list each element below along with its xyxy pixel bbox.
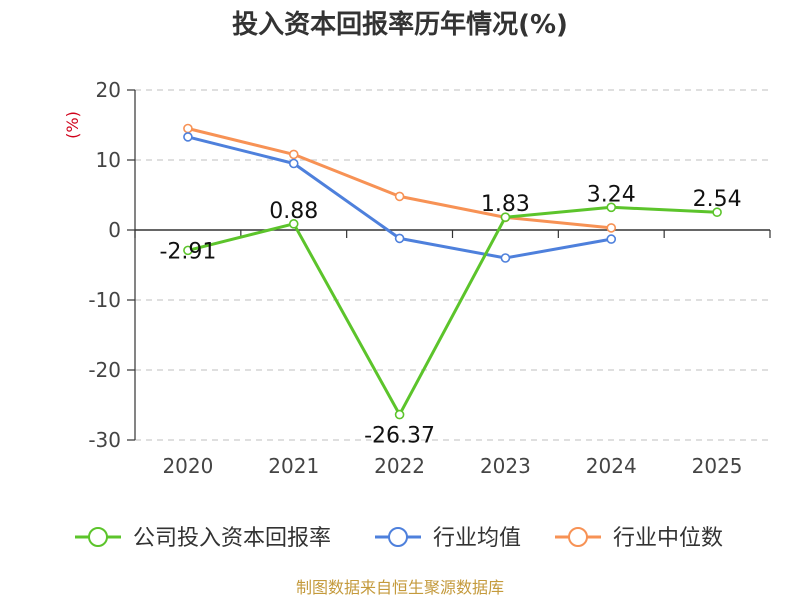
series bbox=[183, 123, 722, 420]
data-point bbox=[394, 409, 405, 420]
data-point bbox=[183, 132, 193, 142]
y-tick-label: 10 bbox=[96, 148, 121, 172]
data-point bbox=[606, 234, 617, 244]
y-axis-label: (%) bbox=[63, 111, 82, 139]
x-tick-label: 2020 bbox=[162, 454, 213, 478]
y-tick-label: -10 bbox=[88, 288, 121, 312]
legend-item: 公司投入资本回报率 bbox=[75, 526, 331, 551]
y-tick-label: -20 bbox=[88, 358, 121, 382]
data-point bbox=[712, 207, 722, 218]
y-tick-label: 20 bbox=[96, 78, 121, 102]
data-point bbox=[606, 202, 617, 213]
y-tick-label: 0 bbox=[108, 218, 121, 242]
y-tick-label: -30 bbox=[88, 428, 121, 452]
x-tick-label: 2024 bbox=[586, 454, 637, 478]
legend-label: 行业中位数 bbox=[613, 526, 723, 551]
series-line bbox=[187, 205, 718, 417]
legend-swatch-marker bbox=[568, 527, 588, 547]
data-labels: -2.91 0.88 -26.37 1.83 3.24 2.54 bbox=[159, 182, 741, 448]
data-point bbox=[288, 219, 299, 229]
legend-label: 公司投入资本回报率 bbox=[133, 526, 331, 551]
legend-item: 行业中位数 bbox=[555, 526, 723, 551]
data-point bbox=[183, 123, 193, 134]
axes: 20 10 0 -10 -20 -30 2020 2021 2022 2023 2024 2025 bbox=[88, 78, 771, 478]
legend: 公司投入资本回报率 行业均值 行业中位数 bbox=[75, 526, 723, 551]
data-label: 1.83 bbox=[481, 192, 530, 217]
x-tick-label: 2021 bbox=[268, 454, 319, 478]
x-tick-label: 2022 bbox=[374, 454, 425, 478]
grid bbox=[135, 89, 770, 441]
data-point bbox=[288, 158, 299, 169]
chart-title: 投入资本回报率历年情况(%) bbox=[232, 9, 568, 40]
legend-swatch-marker bbox=[88, 527, 108, 547]
data-point bbox=[500, 212, 511, 222]
source-note: 制图数据来自恒生聚源数据库 bbox=[296, 578, 504, 597]
data-point bbox=[394, 233, 405, 244]
data-label: 3.24 bbox=[587, 182, 636, 207]
data-label: 2.54 bbox=[693, 187, 742, 212]
x-tick-label: 2025 bbox=[692, 454, 743, 478]
data-point bbox=[288, 149, 299, 160]
legend-swatch-marker bbox=[388, 527, 408, 547]
legend-item: 行业均值 bbox=[375, 526, 521, 551]
legend-label: 行业均值 bbox=[433, 526, 521, 551]
data-label: 0.88 bbox=[269, 199, 318, 224]
data-point bbox=[500, 253, 511, 263]
x-tick-label: 2023 bbox=[480, 454, 531, 478]
data-label: -26.37 bbox=[364, 424, 435, 449]
data-point bbox=[394, 191, 405, 202]
data-point bbox=[183, 245, 193, 256]
data-label: -2.91 bbox=[159, 239, 216, 264]
data-point bbox=[606, 223, 617, 233]
